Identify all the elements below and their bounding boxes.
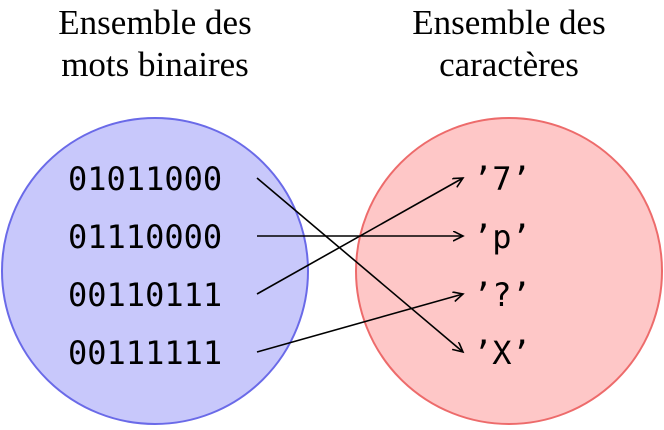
binary-words-set-circle	[1, 117, 309, 425]
character-item: ’p’	[473, 218, 531, 256]
mapping-arrow	[256, 294, 463, 353]
title-line: caractères	[439, 45, 579, 84]
binary-words-list: 01011000 01110000 00110111 00111111	[68, 160, 222, 372]
binary-word: 01011000	[68, 160, 222, 198]
mapping-arrows	[256, 177, 463, 353]
character-item: ’?’	[473, 276, 531, 314]
mapping-arrow	[256, 178, 463, 295]
mapping-arrow	[256, 177, 463, 352]
characters-list: ’7’ ’p’ ’?’ ’X’	[473, 160, 531, 372]
character-item: ’7’	[473, 160, 531, 198]
characters-set-title: Ensemble des caractères	[359, 2, 659, 86]
binary-word: 00110111	[68, 276, 222, 314]
character-item: ’X’	[473, 334, 531, 372]
title-line: Ensemble des	[58, 3, 252, 42]
binary-word: 00111111	[68, 334, 222, 372]
title-line: mots binaires	[61, 45, 249, 84]
binary-words-set-title: Ensemble des mots binaires	[5, 2, 305, 86]
binary-word: 01110000	[68, 218, 222, 256]
title-line: Ensemble des	[412, 3, 606, 42]
